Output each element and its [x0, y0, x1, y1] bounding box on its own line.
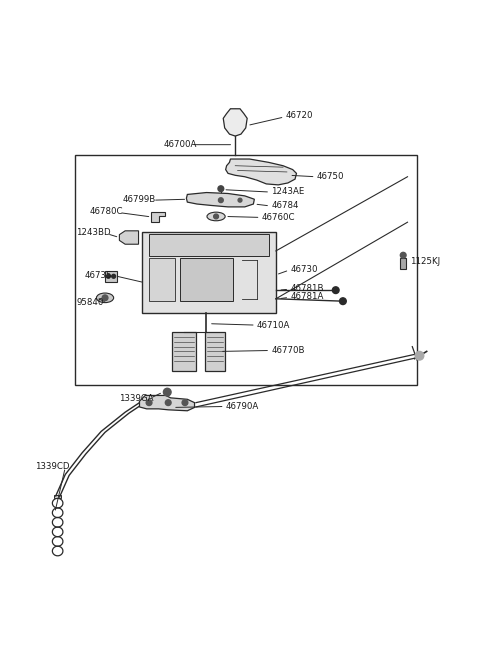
Text: 46799B: 46799B: [123, 195, 156, 204]
Text: 1339GA: 1339GA: [120, 394, 154, 403]
Polygon shape: [140, 396, 194, 411]
Text: 95840: 95840: [76, 297, 104, 307]
Text: 46735: 46735: [84, 271, 112, 280]
Polygon shape: [186, 193, 254, 207]
Text: 46760C: 46760C: [262, 213, 295, 222]
Text: 46784: 46784: [271, 201, 299, 210]
Circle shape: [163, 388, 171, 396]
Text: 46750: 46750: [317, 172, 344, 181]
Circle shape: [339, 298, 346, 305]
Text: 1243BD: 1243BD: [76, 228, 111, 237]
Text: 46720: 46720: [286, 111, 313, 121]
Bar: [172, 332, 196, 371]
Circle shape: [214, 214, 218, 219]
Bar: [149, 234, 269, 255]
Polygon shape: [223, 109, 247, 136]
Text: 46710A: 46710A: [257, 320, 290, 329]
Polygon shape: [120, 231, 139, 244]
Bar: [204, 332, 225, 371]
Bar: [149, 258, 175, 301]
Polygon shape: [226, 159, 297, 185]
Bar: [400, 258, 406, 269]
Polygon shape: [152, 212, 165, 222]
Circle shape: [112, 274, 116, 278]
Bar: [142, 232, 276, 313]
Bar: [180, 258, 233, 301]
Ellipse shape: [207, 212, 225, 221]
Circle shape: [146, 400, 152, 405]
Circle shape: [400, 252, 406, 258]
Circle shape: [102, 295, 108, 301]
Text: 46790A: 46790A: [226, 402, 259, 411]
Text: 46780C: 46780C: [89, 207, 123, 216]
Circle shape: [107, 274, 110, 278]
Circle shape: [238, 198, 242, 202]
Ellipse shape: [96, 293, 114, 303]
Text: 1243AE: 1243AE: [271, 187, 304, 196]
Circle shape: [332, 287, 339, 293]
Text: 46781A: 46781A: [290, 292, 324, 301]
Text: 46700A: 46700A: [163, 140, 197, 149]
Circle shape: [182, 400, 188, 405]
Bar: [105, 271, 117, 282]
Bar: [54, 495, 61, 498]
Bar: [75, 155, 417, 385]
Circle shape: [218, 186, 224, 191]
Text: 1125KJ: 1125KJ: [410, 257, 440, 266]
Circle shape: [218, 198, 223, 202]
Circle shape: [415, 352, 424, 360]
Text: 46730: 46730: [290, 265, 318, 274]
Text: 46770B: 46770B: [271, 346, 305, 355]
Text: 46781B: 46781B: [290, 284, 324, 293]
Circle shape: [165, 400, 171, 405]
Text: 1339CD: 1339CD: [35, 462, 70, 471]
